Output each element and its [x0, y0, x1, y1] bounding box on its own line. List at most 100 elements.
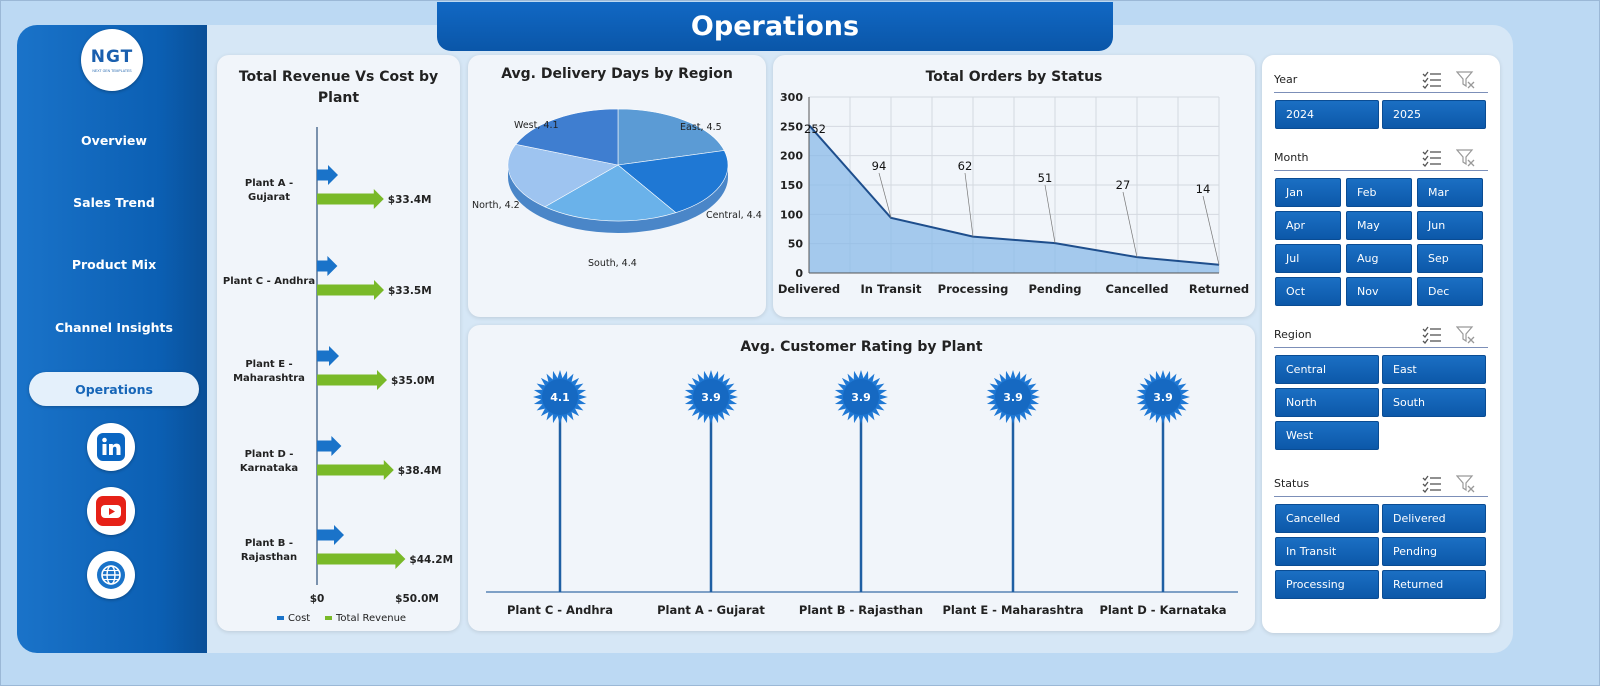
- y-tick-250: 250: [780, 120, 803, 133]
- slicer-region-north[interactable]: North: [1275, 388, 1379, 417]
- slicer-region-east[interactable]: East: [1382, 355, 1486, 384]
- slicer-year-2024[interactable]: 2024: [1275, 100, 1379, 129]
- revenue-bar-plant-d-karnataka: [317, 460, 394, 480]
- slicer-month-jan[interactable]: Jan: [1275, 178, 1341, 207]
- nav-overview[interactable]: Overview: [81, 132, 147, 148]
- plant-label-plant-c-andhra: Plant C - Andhra: [223, 276, 315, 287]
- x-tick-min: $0: [310, 593, 325, 605]
- website-button[interactable]: [87, 551, 135, 599]
- revenue-bar-plant-c-andhra: [317, 280, 384, 300]
- slicer-status-delivered[interactable]: Delivered: [1382, 504, 1486, 533]
- leader-returned: [1202, 195, 1220, 265]
- data-label-processing: 62: [958, 159, 973, 173]
- pie-slice-north: [507, 143, 619, 208]
- revenue-bar-plant-a-gujarat: [317, 189, 384, 209]
- x-tick-max: $50.0M: [395, 593, 439, 605]
- revenue-label-plant-a-gujarat: $33.4M: [388, 194, 432, 206]
- slicer-panel: Year 2024 2025 Month Jan Feb Mar Apr May Jun Jul Au…: [1262, 55, 1500, 633]
- orders-status-card: Total Orders by Status 0 50 100 150 200 250 30…: [773, 55, 1255, 317]
- delivery-days-chart: East, 4.5 Central, 4.4 South, 4.4 North, 4.…: [472, 108, 762, 269]
- multi-select-icon[interactable]: [1422, 326, 1442, 344]
- sidebar: NGT NEXT GEN TEMPLATES Overview Sales Tr…: [17, 25, 207, 653]
- cost-bar-plant-b-rajasthan: [317, 525, 344, 545]
- slicer-month-nov[interactable]: Nov: [1346, 277, 1412, 306]
- slicer-month-sep[interactable]: Sep: [1417, 244, 1483, 273]
- slicer-status-pending[interactable]: Pending: [1382, 537, 1486, 566]
- data-label-cancelled: 27: [1116, 178, 1131, 192]
- revenue-cost-chart: $33.4M Plant A - Gujarat $33.5M Plant C - An…: [223, 127, 453, 624]
- rating-x-label-plant-a-gujarat: Plant A - Gujarat: [657, 603, 765, 617]
- nav-operations[interactable]: Operations: [29, 372, 199, 406]
- pie-slice-south: [544, 164, 677, 222]
- clear-filter-icon[interactable]: [1456, 326, 1476, 344]
- data-label-returned: 14: [1196, 182, 1211, 196]
- slicer-month-apr[interactable]: Apr: [1275, 211, 1341, 240]
- linkedin-icon: [97, 433, 125, 461]
- slicer-month-label: Month: [1274, 151, 1309, 164]
- orders-status-chart: 0 50 100 150 200 250 300 252 94 62 51 27 14 Delivered…: [778, 91, 1249, 296]
- nav-product-mix[interactable]: Product Mix: [71, 256, 157, 272]
- slicer-region-west[interactable]: West: [1275, 421, 1379, 450]
- plant-label-plant-a-gujarat-2: Gujarat: [248, 192, 290, 203]
- slicer-year-2025[interactable]: 2025: [1382, 100, 1486, 129]
- rating-x-label-plant-d-karnataka: Plant D - Karnataka: [1099, 603, 1226, 617]
- clear-filter-icon[interactable]: [1456, 475, 1476, 493]
- slicer-month-mar[interactable]: Mar: [1417, 178, 1483, 207]
- slicer-status-header: Status: [1274, 475, 1488, 497]
- slicer-month-jun[interactable]: Jun: [1417, 211, 1483, 240]
- slicer-status-processing[interactable]: Processing: [1275, 570, 1379, 599]
- revenue-label-plant-b-rajasthan: $44.2M: [409, 554, 453, 566]
- plant-label-plant-d-karnataka: Plant D -: [245, 449, 294, 460]
- pie-label-west: West, 4.1: [514, 120, 559, 131]
- revenue-label-plant-e-maharashtra: $35.0M: [391, 375, 435, 387]
- slicer-status-in-transit[interactable]: In Transit: [1275, 537, 1379, 566]
- cost-bar-plant-d-karnataka: [317, 436, 342, 456]
- rating-x-label-plant-c-andhra: Plant C - Andhra: [507, 603, 613, 617]
- slicer-region-south[interactable]: South: [1382, 388, 1486, 417]
- multi-select-icon[interactable]: [1422, 475, 1442, 493]
- pie-label-east: East, 4.5: [680, 122, 722, 133]
- slicer-status-returned[interactable]: Returned: [1382, 570, 1486, 599]
- rating-value-plant-d-karnataka: 3.9: [1153, 391, 1173, 404]
- globe-icon: [97, 561, 125, 589]
- slicer-status-cancelled[interactable]: Cancelled: [1275, 504, 1379, 533]
- y-tick-50: 50: [788, 238, 804, 251]
- nav-channel-insights[interactable]: Channel Insights: [55, 319, 173, 335]
- slicer-status-label: Status: [1274, 477, 1310, 490]
- clear-filter-icon[interactable]: [1456, 149, 1476, 167]
- title-banner: Operations: [437, 2, 1113, 51]
- slicer-month-jul[interactable]: Jul: [1275, 244, 1341, 273]
- pie-slice-east: [617, 108, 725, 166]
- clear-filter-icon[interactable]: [1456, 71, 1476, 89]
- marker-core-plant-b-rajasthan: [843, 379, 879, 415]
- customer-rating-title: Avg. Customer Rating by Plant: [740, 339, 983, 355]
- x-label-processing: Processing: [938, 282, 1009, 296]
- logo-subtext: NEXT GEN TEMPLATES: [92, 69, 132, 73]
- y-tick-150: 150: [780, 179, 803, 192]
- legend-cost-swatch: [277, 616, 284, 620]
- rating-value-plant-e-maharashtra: 3.9: [1003, 391, 1023, 404]
- slicer-month-oct[interactable]: Oct: [1275, 277, 1341, 306]
- plant-label-plant-d-karnataka-2: Karnataka: [240, 463, 298, 474]
- multi-select-icon[interactable]: [1422, 149, 1442, 167]
- slicer-month-aug[interactable]: Aug: [1346, 244, 1412, 273]
- nav-sales-trend[interactable]: Sales Trend: [73, 194, 155, 210]
- slicer-month-dec[interactable]: Dec: [1417, 277, 1483, 306]
- slicer-region-central[interactable]: Central: [1275, 355, 1379, 384]
- marker-core-plant-a-gujarat: [693, 379, 729, 415]
- youtube-button[interactable]: [87, 487, 135, 535]
- slicer-month-may[interactable]: May: [1346, 211, 1412, 240]
- slicer-region-header: Region: [1274, 326, 1488, 348]
- data-label-delivered: 252: [804, 122, 826, 136]
- plant-label-plant-b-rajasthan-2: Rajasthan: [241, 552, 297, 563]
- y-tick-100: 100: [780, 208, 803, 221]
- linkedin-button[interactable]: [87, 423, 135, 471]
- revenue-cost-card: Total Revenue Vs Cost by Plant $33.4M Pla…: [217, 55, 460, 631]
- slicer-month-feb[interactable]: Feb: [1346, 178, 1412, 207]
- pie-label-central: Central, 4.4: [706, 210, 762, 221]
- slicer-month-header: Month: [1274, 149, 1488, 171]
- rating-x-label-plant-b-rajasthan: Plant B - Rajasthan: [799, 603, 923, 617]
- multi-select-icon[interactable]: [1422, 71, 1442, 89]
- cost-bar-plant-e-maharashtra: [317, 346, 339, 366]
- leader-pending: [1044, 184, 1056, 244]
